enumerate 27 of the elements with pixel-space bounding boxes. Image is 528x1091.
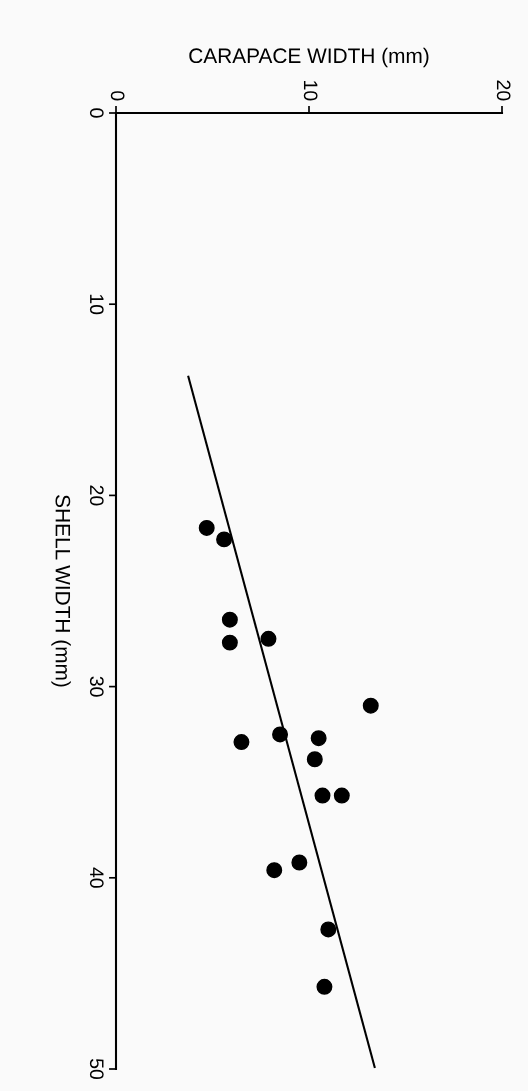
y-tick-label: 50 — [89, 1058, 104, 1080]
y-tick-label: 40 — [89, 867, 104, 888]
point — [333, 787, 350, 804]
y-tick-label: 20 — [89, 485, 104, 506]
point — [314, 787, 331, 804]
point — [362, 697, 379, 714]
x-axis-title: CARAPACE WIDTH (mm) — [189, 47, 429, 68]
point — [221, 611, 238, 628]
point — [310, 730, 327, 747]
point — [306, 751, 323, 768]
point — [233, 734, 250, 751]
y-tick-label: 10 — [89, 294, 104, 315]
point — [291, 854, 308, 871]
point — [260, 630, 277, 647]
point — [320, 921, 337, 938]
y-tick-label: 30 — [89, 676, 104, 697]
point — [266, 862, 283, 879]
point — [216, 531, 233, 548]
point — [221, 634, 238, 651]
y-axis-title: SHELL WIDTH (mm) — [51, 495, 71, 687]
point — [316, 978, 333, 995]
x-tick-label: 20 — [496, 80, 511, 101]
x-tick-label: 10 — [303, 81, 318, 101]
x-tick-label: 0 — [110, 91, 125, 101]
y-tick-label: 0 — [89, 108, 104, 118]
point — [272, 726, 289, 743]
point — [198, 519, 215, 536]
